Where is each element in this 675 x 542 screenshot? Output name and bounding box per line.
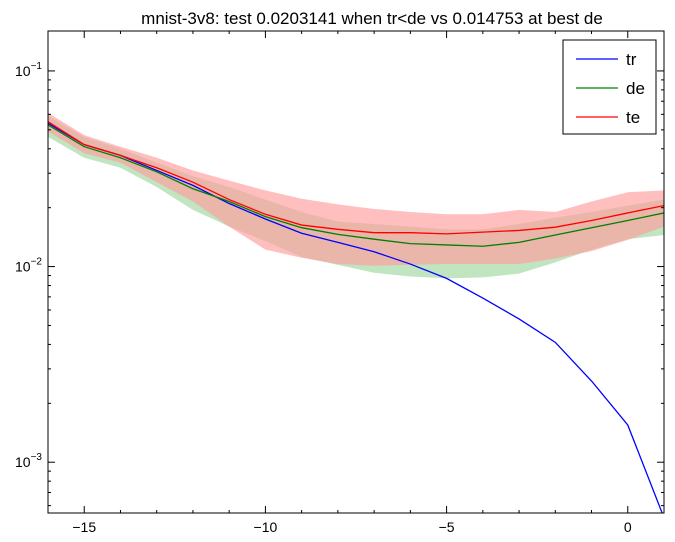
x-tick-label: −5 xyxy=(439,519,455,535)
legend: tr de te xyxy=(562,39,657,135)
y-tick-label: 10−1 xyxy=(15,61,42,79)
y-tick-label: 10−3 xyxy=(15,452,42,470)
chart-title: mnist-3v8: test 0.0203141 when tr<de vs … xyxy=(141,9,603,28)
axes: −15 −10 −5 0 10−3 10−2 10−1 xyxy=(15,30,665,535)
x-tick-label: −10 xyxy=(254,519,278,535)
plot-frame xyxy=(47,30,665,514)
series-line-tr xyxy=(48,122,663,513)
band-te xyxy=(48,112,664,266)
x-tick-label: 0 xyxy=(624,519,632,535)
y-tick-label: 10−2 xyxy=(15,257,42,275)
legend-label-tr: tr xyxy=(626,50,637,69)
plot-clip-group xyxy=(48,112,664,513)
plot-area xyxy=(48,112,664,513)
x-tick-label: −15 xyxy=(72,519,96,535)
legend-box xyxy=(562,39,657,135)
series-line-de xyxy=(48,124,664,247)
legend-label-te: te xyxy=(626,108,640,127)
series-line-te xyxy=(48,121,664,235)
legend-label-de: de xyxy=(626,79,645,98)
